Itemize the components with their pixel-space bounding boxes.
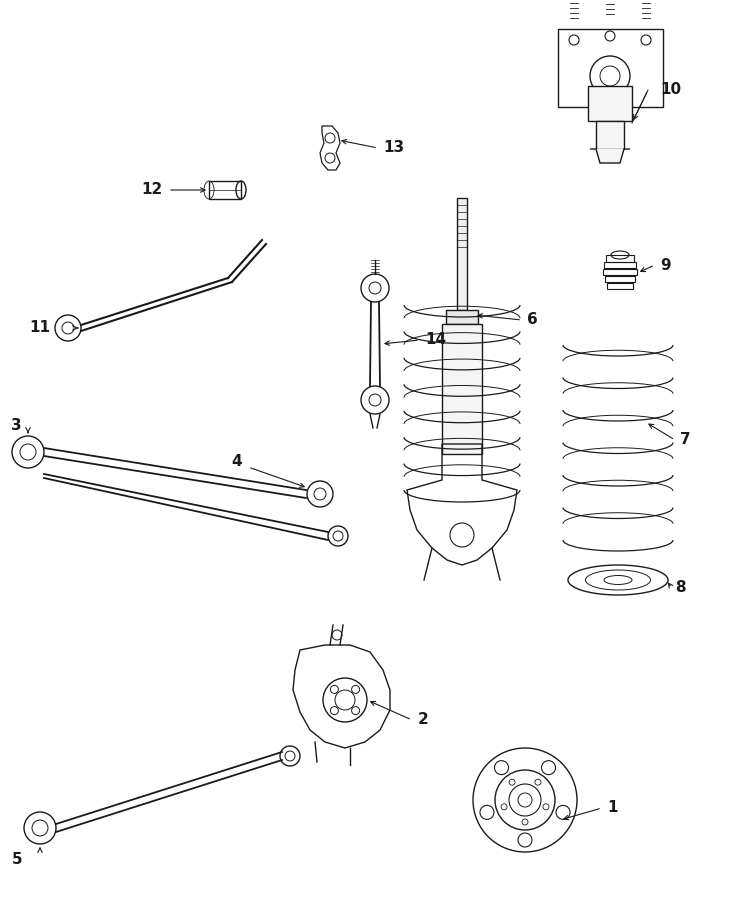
Text: 7: 7 xyxy=(680,433,691,447)
Bar xyxy=(607,283,633,289)
Text: 11: 11 xyxy=(29,320,50,336)
Text: 9: 9 xyxy=(660,257,671,273)
Polygon shape xyxy=(590,149,630,163)
Text: 14: 14 xyxy=(425,332,446,347)
Bar xyxy=(209,181,241,199)
Bar xyxy=(588,86,632,121)
Bar xyxy=(606,255,634,262)
Bar xyxy=(457,198,467,310)
Text: 6: 6 xyxy=(527,312,538,328)
Bar xyxy=(442,324,482,454)
Text: 10: 10 xyxy=(660,83,681,97)
Bar xyxy=(596,121,624,149)
Text: 13: 13 xyxy=(383,140,404,156)
Bar xyxy=(446,310,478,324)
Text: 8: 8 xyxy=(675,580,686,596)
Text: 5: 5 xyxy=(11,852,22,868)
Text: 2: 2 xyxy=(418,713,429,727)
Text: 4: 4 xyxy=(232,454,242,470)
Text: 12: 12 xyxy=(142,183,163,197)
Bar xyxy=(604,262,636,268)
Bar xyxy=(603,269,637,275)
Bar xyxy=(605,276,635,282)
Text: 3: 3 xyxy=(11,418,22,433)
Text: 1: 1 xyxy=(607,800,618,815)
Bar xyxy=(558,29,663,107)
